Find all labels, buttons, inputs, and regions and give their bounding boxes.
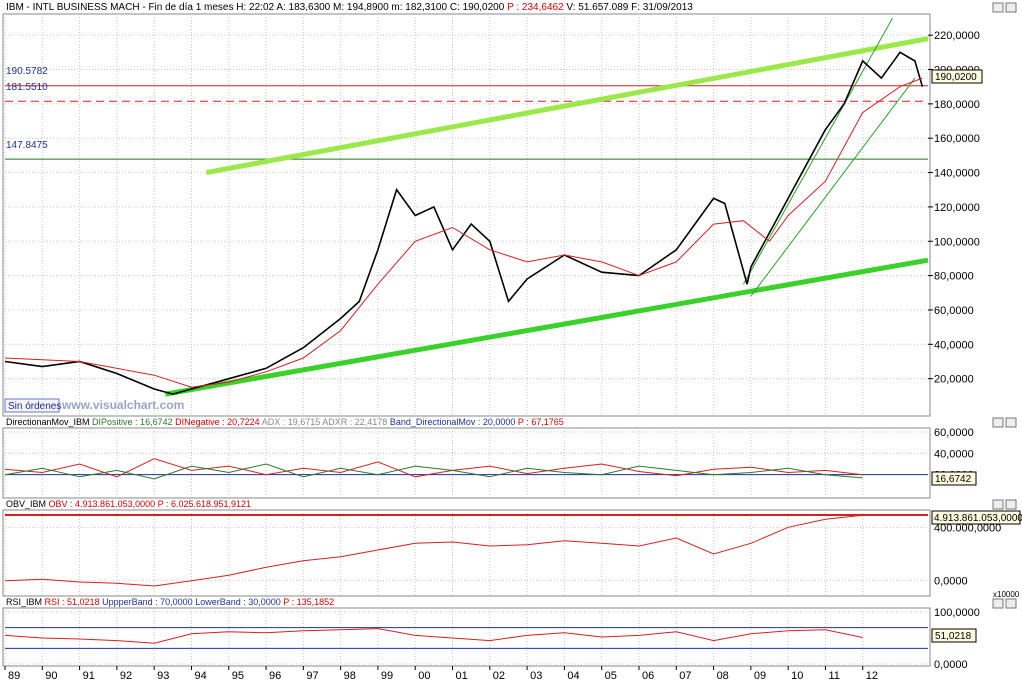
x-tick-label: 96	[269, 670, 281, 681]
trendlines	[164, 17, 929, 397]
maximize-icon[interactable]	[1005, 598, 1017, 609]
y-tick-label: 220,0000	[934, 30, 980, 42]
grid	[4, 14, 928, 666]
close-icon[interactable]	[992, 499, 1004, 510]
dmi-last-value: 16,6742	[935, 474, 972, 485]
level-label-1: 190.5782	[6, 66, 48, 77]
y-axes: 220,0000200,0000180,0000160,0000140,0000…	[928, 30, 1001, 671]
x-tick-label: 94	[194, 670, 206, 681]
y-tick-label: 120,0000	[934, 202, 980, 214]
dmi-last-box	[931, 471, 977, 486]
dmi-positive-line	[4, 463, 863, 480]
x-tick-label: 92	[120, 670, 132, 681]
y-tick-label: 40,0000	[934, 339, 974, 351]
maximize-icon[interactable]	[1005, 2, 1017, 13]
x-tick-label: 03	[530, 670, 542, 681]
x-tick-label: 08	[717, 670, 729, 681]
x-tick-label: 97	[306, 670, 318, 681]
rsi-panel	[2, 607, 931, 667]
price-last-value: 190,0200	[935, 72, 977, 83]
watermark: www.visualchart.com	[61, 398, 184, 412]
obv-last-box	[931, 510, 1021, 525]
y-tick-label: 400.000,0000	[934, 522, 1001, 534]
channel-lower	[750, 77, 916, 297]
series	[4, 51, 924, 644]
close-icon[interactable]	[992, 2, 1004, 13]
x-tick-label: 11	[828, 670, 839, 681]
y-tick-label: 60,0000	[934, 427, 974, 439]
orders-box[interactable]	[4, 398, 60, 413]
obv-scale-note: x10000	[993, 590, 1020, 599]
x-tick-label: 12	[866, 670, 878, 681]
dmi-negative-line	[4, 458, 863, 478]
x-tick-label: 02	[493, 670, 505, 681]
x-tick-label: 01	[456, 670, 468, 681]
x-tick-label: 90	[45, 670, 57, 681]
level-label-3: 147.8475	[6, 140, 48, 151]
close-icon[interactable]	[992, 598, 1004, 609]
series-line-ma	[4, 77, 923, 388]
x-tick-label: 89	[8, 670, 20, 681]
obv-last-value: 4.913.861.053,0000	[934, 513, 1022, 524]
y-tick-label: 100,0000	[934, 236, 980, 248]
obv-panel	[2, 509, 931, 597]
y-tick-label: 180,0000	[934, 99, 980, 111]
rsi-panel-controls[interactable]	[992, 598, 1017, 609]
y-tick-label: 0,0000	[934, 576, 968, 588]
y-tick-label: 40,0000	[934, 448, 974, 460]
x-tick-label: 99	[381, 670, 393, 681]
x-tick-label: 95	[232, 670, 244, 681]
rsi-header: RSI_IBM RSI : 51,0218 UppperBand : 70,00…	[6, 597, 334, 607]
price-panel-controls[interactable]	[992, 2, 1017, 13]
price-last-box	[931, 69, 983, 84]
trendline-upper	[205, 36, 929, 176]
x-tick-label: 91	[83, 670, 95, 681]
rsi-last-value: 51,0218	[935, 631, 972, 642]
close-icon[interactable]	[992, 417, 1004, 428]
y-tick-label: 80,0000	[934, 271, 974, 283]
rsi-line	[4, 628, 863, 644]
x-tick-label: 09	[754, 670, 766, 681]
x-axis: 89 90 91 92 93 94 95 96 97 98 99 00 01 02 03 04 05 06 07 08…	[4, 666, 878, 681]
y-tick-label: 100,0000	[934, 607, 980, 619]
obv-panel-controls[interactable]	[992, 499, 1017, 510]
x-tick-label: 00	[418, 670, 430, 681]
y-tick-label: 160,0000	[934, 133, 980, 145]
rsi-last-box	[931, 628, 977, 643]
series-line-ibm	[4, 51, 924, 395]
orders-label[interactable]: Sin órdenes	[8, 401, 61, 412]
x-tick-label: 98	[344, 670, 356, 681]
maximize-icon[interactable]	[1005, 499, 1017, 510]
x-tick-label: 07	[679, 670, 691, 681]
x-tick-label: 10	[791, 670, 803, 681]
maximize-icon[interactable]	[1005, 417, 1017, 428]
x-tick-label: 05	[605, 670, 617, 681]
y-tick-label: 60,0000	[934, 305, 974, 317]
trendline-lower	[164, 257, 929, 397]
level-label-2: 181.5510	[6, 82, 48, 93]
dmi-panel-controls[interactable]	[992, 417, 1017, 428]
x-tick-label: 93	[157, 670, 169, 681]
x-tick-label: 04	[567, 670, 579, 681]
y-tick-label: 140,0000	[934, 168, 980, 180]
y-tick-label: 20,0000	[934, 374, 974, 386]
dmi-panel	[2, 427, 931, 499]
obv-line	[4, 514, 863, 587]
price-header: IBM - INTL BUSINESS MACH - Fin de día 1 …	[6, 2, 693, 13]
dmi-header: DirectionanMov_IBM DIPositive : 16,6742 …	[6, 417, 564, 427]
y-tick-label: 0,0000	[934, 659, 968, 671]
price-panel	[2, 13, 931, 417]
obv-header: OBV_IBM OBV : 4.913.861.053,0000 P : 6.0…	[6, 499, 251, 509]
x-tick-label: 06	[642, 670, 654, 681]
